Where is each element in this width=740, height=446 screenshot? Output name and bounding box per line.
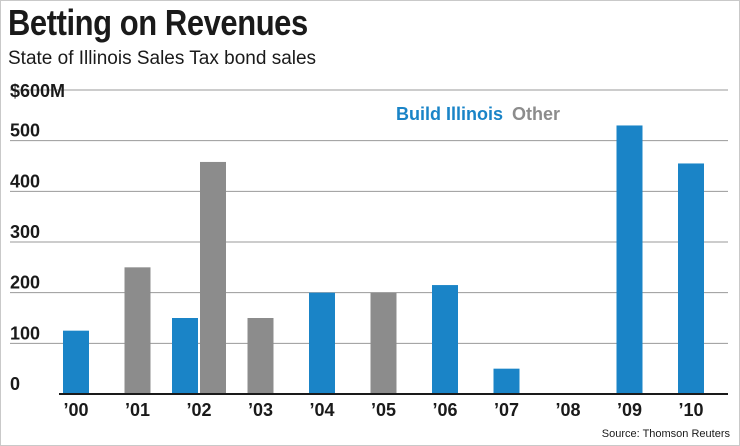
x-tick-label: ’02 — [186, 400, 211, 420]
y-tick-label: 400 — [10, 171, 40, 191]
bar-other — [247, 318, 274, 394]
y-tick-label: 0 — [10, 374, 20, 394]
x-tick-label: ’07 — [494, 400, 519, 420]
bar-build-illinois — [616, 125, 643, 394]
y-tick-label: 500 — [10, 121, 40, 141]
legend-item-other: Other — [512, 104, 561, 124]
y-tick-label: 100 — [10, 323, 40, 343]
y-tick-label: $600M — [10, 81, 65, 101]
legend: Build Illinois Other — [396, 104, 560, 125]
x-tick-label: ’09 — [617, 400, 642, 420]
x-tick-label: ’01 — [125, 400, 150, 420]
bar-build-illinois — [63, 330, 89, 394]
x-tick-label: ’06 — [432, 400, 457, 420]
bar-other — [370, 292, 397, 394]
x-tick-label: ’03 — [248, 400, 273, 420]
x-tick-label: ’08 — [555, 400, 580, 420]
bar-build-illinois — [172, 318, 198, 394]
chart-title: Betting on Revenues — [8, 2, 308, 43]
bar-build-illinois — [493, 368, 520, 394]
x-tick-label: ’04 — [309, 400, 334, 420]
source-note: Source: Thomson Reuters — [601, 428, 730, 440]
bar-other — [124, 267, 151, 394]
y-tick-label: 200 — [10, 273, 40, 293]
chart-subtitle: State of Illinois Sales Tax bond sales — [8, 48, 317, 69]
legend-item-build-illinois: Build Illinois — [396, 104, 503, 124]
bar-build-illinois — [678, 163, 704, 394]
y-tick-label: 300 — [10, 222, 40, 242]
bar-build-illinois — [432, 285, 458, 394]
bar-build-illinois — [309, 292, 335, 394]
bar-other — [200, 161, 226, 394]
x-tick-label: ’00 — [63, 400, 88, 420]
x-tick-label: ’10 — [678, 400, 703, 420]
x-tick-label: ’05 — [371, 400, 396, 420]
